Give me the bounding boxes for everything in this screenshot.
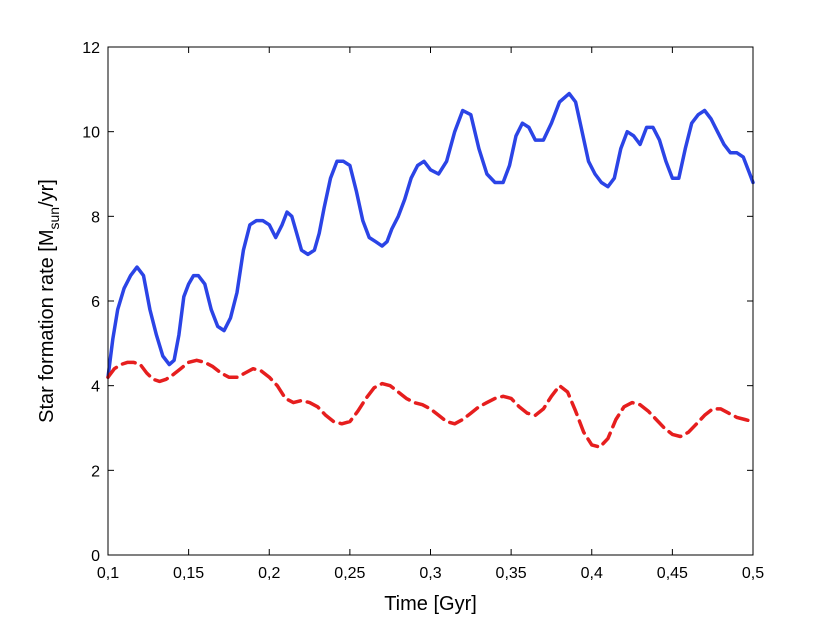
x-tick-label: 0,5: [742, 565, 764, 582]
x-tick-label: 0,35: [496, 565, 527, 582]
y-axis-title: Star formation rate [Msun/yr]: [36, 179, 62, 423]
x-tick-label: 0,15: [173, 565, 204, 582]
plot-lines: [106, 91, 755, 449]
y-axis-title-prefix: Star formation rate [M: [36, 229, 58, 422]
y-tick-label: 8: [91, 209, 100, 226]
x-tick-label: 0,1: [97, 565, 119, 582]
x-axis-ticks: 0,1 0,15 0,2 0,25 0,3 0,35 0,4 0,45 0,5: [97, 47, 764, 582]
y-tick-label: 2: [91, 463, 100, 480]
series-line-2: [106, 358, 755, 449]
y-axis-title-subscript: sun: [46, 207, 62, 230]
plot-frame: [107, 46, 754, 556]
y-axis-ticks: 0 2 4 6 8 10 12: [82, 40, 753, 565]
y-tick-label: 0: [91, 548, 100, 565]
y-axis-title-suffix: /yr]: [36, 179, 58, 207]
x-axis-title: Time [Gyr]: [384, 593, 477, 615]
x-tick-label: 0,45: [657, 565, 688, 582]
series-line-1: [106, 91, 755, 379]
x-tick-label: 0,4: [581, 565, 603, 582]
x-tick-label: 0,25: [334, 565, 365, 582]
y-tick-label: 10: [82, 125, 100, 142]
x-tick-label: 0,2: [258, 565, 280, 582]
y-tick-label: 6: [91, 294, 100, 311]
y-tick-label: 12: [82, 40, 100, 57]
y-tick-label: 4: [91, 379, 100, 396]
x-tick-label: 0,3: [419, 565, 441, 582]
